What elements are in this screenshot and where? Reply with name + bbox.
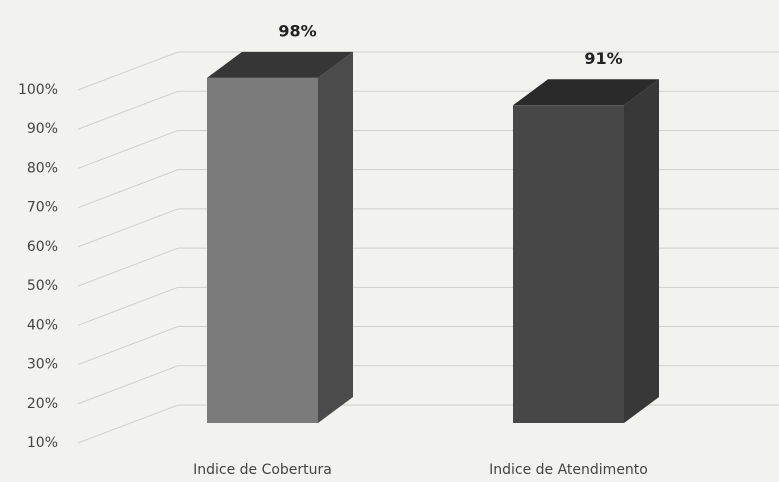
- y-tick-label: 60%: [27, 239, 58, 255]
- value-label: 91%: [584, 49, 622, 68]
- y-tick-label: 100%: [18, 82, 58, 98]
- grid-line: [77, 326, 779, 366]
- bar: [207, 77, 318, 423]
- bar-top: [513, 79, 659, 106]
- x-tick-label: Indice de Atendimento: [489, 462, 648, 478]
- grid-line: [77, 90, 779, 130]
- y-tick-label: 20%: [27, 396, 58, 412]
- grid-line: [77, 365, 779, 405]
- grid-line: [77, 404, 779, 444]
- bar-side: [624, 79, 659, 424]
- y-tick-label: 30%: [27, 357, 58, 373]
- value-label: 98%: [278, 21, 316, 40]
- grid-line: [77, 169, 779, 209]
- y-tick-label: 40%: [27, 317, 58, 333]
- bar: [513, 105, 624, 424]
- grid-line: [77, 286, 779, 326]
- bar-side: [318, 51, 353, 423]
- y-tick-label: 80%: [27, 160, 58, 176]
- grid-line: [77, 247, 779, 287]
- x-tick-label: Indice de Cobertura: [193, 462, 332, 478]
- y-tick-label: 90%: [27, 121, 58, 137]
- grid-line: [77, 129, 779, 169]
- bar-top: [207, 51, 353, 78]
- grid-line: [77, 51, 779, 91]
- y-tick-label: 50%: [27, 278, 58, 294]
- y-tick-label: 10%: [27, 435, 58, 451]
- y-tick-label: 70%: [27, 200, 58, 216]
- grid-line: [77, 208, 779, 248]
